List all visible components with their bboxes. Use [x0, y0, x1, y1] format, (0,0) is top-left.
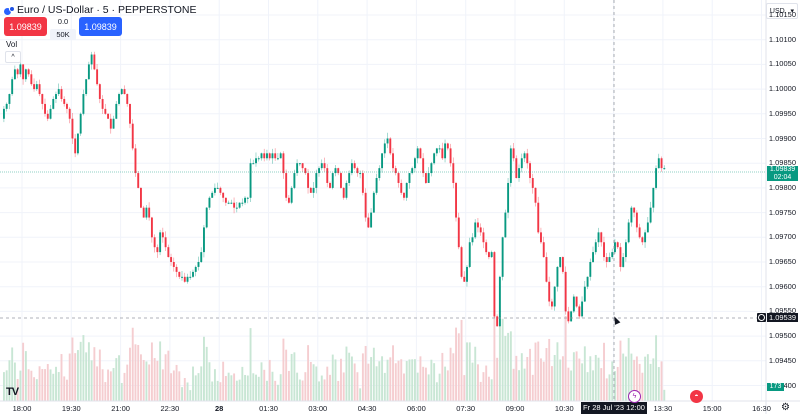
price-tick-label: 1.09700	[768, 232, 796, 242]
grid	[0, 0, 766, 401]
price-tick-label: 1.09550	[768, 306, 796, 316]
price-tick-label: 1.09750	[768, 207, 796, 217]
earnings-event-icon[interactable]: ϟ	[628, 390, 641, 403]
last-price-badge: 1.09839 02:04	[767, 166, 798, 181]
time-tick-label: 28	[215, 404, 224, 413]
target-icon	[758, 314, 765, 321]
symbol-title: Euro / US-Dollar · 5 · PEPPERSTONE	[17, 4, 197, 16]
price-tick-label: 1.09650	[768, 257, 796, 266]
buy-button[interactable]: 1.09839	[79, 17, 122, 36]
tradingview-logo[interactable]: TV	[6, 386, 19, 398]
chevron-down-icon: ▾	[790, 8, 795, 15]
gear-icon[interactable]: ⚙	[781, 402, 790, 413]
price-tick-label: 1.09800	[768, 182, 796, 192]
price-tick-label: 1.10150	[768, 10, 796, 19]
volume-indicator-label[interactable]: Vol	[6, 40, 18, 49]
price-tick-label: 1.09450	[768, 355, 796, 365]
candlesticks	[3, 51, 666, 327]
time-tick-label: 18:00	[12, 404, 32, 413]
volume-value-badge: 173	[767, 383, 784, 391]
symbol-legend[interactable]: Euro / US-Dollar · 5 · PEPPERSTONE	[4, 4, 197, 16]
sell-button[interactable]: 1.09839	[4, 17, 47, 36]
crosshair-price-label: 1.09539	[767, 313, 798, 322]
time-tick-label: 06:00	[407, 404, 426, 413]
time-tick-label: 07:30	[456, 404, 476, 413]
price-tick-label: 1.09850	[768, 158, 796, 168]
price-tick-label: 1.10100	[768, 34, 796, 44]
currency-pair-icon	[4, 5, 15, 15]
spread-value: 0.0	[57, 17, 69, 26]
time-tick-label: 19:30	[61, 404, 81, 413]
time-tick-label: 13:30	[653, 404, 673, 413]
time-tick-label: 10:30	[554, 404, 574, 413]
quantity-field[interactable]: 50K	[50, 28, 76, 40]
last-price-value: 1.09839	[769, 166, 796, 173]
crosshair-target-button[interactable]	[757, 313, 766, 322]
collapse-legend-button[interactable]: ^	[5, 51, 21, 63]
crosshair-time-label: Fr 28 Jul '23 12:00	[581, 402, 647, 414]
time-tick-label: 15:00	[702, 404, 722, 413]
time-tick-label: 16:30	[752, 404, 771, 413]
currency-label: USD	[769, 7, 785, 15]
time-tick-label: 03:00	[308, 404, 328, 413]
price-tick-label: 1.09500	[768, 331, 796, 341]
chevron-up-icon: ^	[11, 53, 15, 61]
price-tick-label: 1.09950	[768, 108, 796, 118]
volume-bars	[3, 316, 666, 401]
spread-info: 0.0 50K	[50, 17, 76, 40]
time-tick-label: 21:00	[111, 404, 130, 413]
time-tick-label: 22:30	[160, 404, 180, 413]
price-tick-label: 1.10050	[768, 59, 796, 69]
price-tick-label: 1.09900	[768, 133, 796, 143]
price-tick-label: 1.10000	[768, 84, 796, 94]
price-tick-label: 1.09600	[768, 281, 796, 291]
trade-buttons: 1.09839 0.0 50K 1.09839	[4, 17, 122, 40]
bar-countdown: 02:04	[773, 173, 792, 181]
currency-selector[interactable]: USD ▾	[766, 3, 798, 19]
economic-event-flag-icon[interactable]: ◓	[690, 390, 703, 403]
time-tick-label: 09:00	[505, 404, 525, 413]
time-tick-label: 04:30	[357, 404, 377, 413]
time-tick-label: 01:30	[259, 404, 278, 413]
